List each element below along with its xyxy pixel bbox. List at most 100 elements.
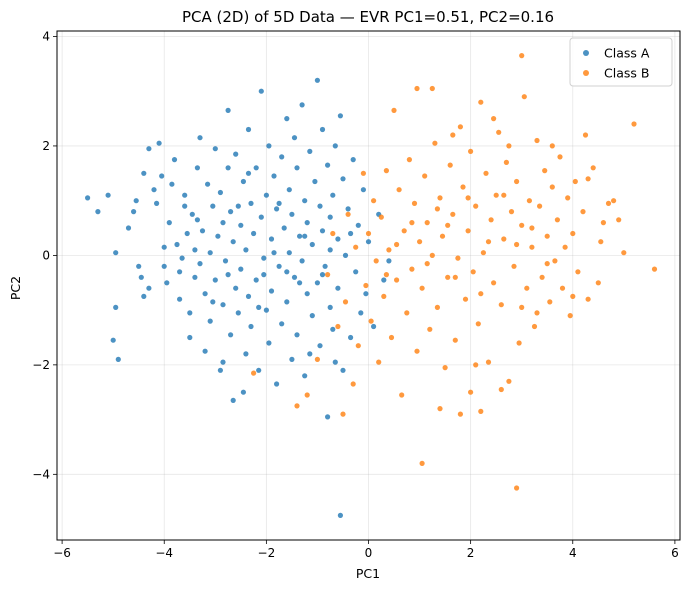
scatter-point <box>243 351 249 357</box>
scatter-point <box>177 296 183 302</box>
scatter-point <box>534 137 540 144</box>
scatter-point <box>445 222 451 228</box>
scatter-point <box>274 381 280 387</box>
scatter-point <box>314 356 320 362</box>
series-0 <box>85 77 392 519</box>
scatter-point <box>248 323 254 330</box>
scatter-point <box>450 211 456 217</box>
scatter-point <box>314 77 320 83</box>
scatter-point <box>304 392 310 398</box>
scatter-point <box>475 321 481 327</box>
scatter-point <box>235 203 241 209</box>
scatter-point <box>291 135 298 141</box>
scatter-point <box>256 367 262 373</box>
scatter-point <box>279 321 285 327</box>
scatter-point <box>342 299 349 305</box>
scatter-point <box>337 512 343 519</box>
scatter-point <box>429 252 435 258</box>
scatter-point <box>294 165 300 171</box>
scatter-point <box>570 293 576 299</box>
scatter-point <box>468 389 474 395</box>
scatter-point <box>238 266 244 272</box>
scatter-point <box>651 266 658 272</box>
scatter-point <box>327 214 333 220</box>
scatter-point <box>470 269 476 275</box>
scatter-point <box>519 304 525 310</box>
scatter-point <box>202 291 208 297</box>
scatter-point <box>465 195 471 201</box>
scatter-point <box>131 209 137 215</box>
scatter-point <box>552 258 558 264</box>
scatter-point <box>251 230 257 237</box>
scatter-point <box>452 274 458 280</box>
x-tick-label: −2 <box>258 546 276 560</box>
scatter-point <box>480 250 486 256</box>
scatter-point <box>455 255 461 261</box>
scatter-point <box>238 222 244 228</box>
scatter-point <box>508 209 515 215</box>
scatter-point <box>256 304 262 310</box>
scatter-point <box>411 200 418 206</box>
scatter-point <box>289 211 295 217</box>
scatter-point <box>595 280 601 286</box>
scatter-point <box>342 252 349 258</box>
scatter-point <box>210 203 216 209</box>
scatter-point <box>220 359 226 365</box>
scatter-point <box>207 250 213 256</box>
scatter-point <box>317 203 323 209</box>
scatter-point <box>340 411 346 417</box>
scatter-point <box>394 277 400 283</box>
scatter-point <box>409 220 415 226</box>
scatter-point <box>498 386 504 393</box>
scatter-point <box>245 126 252 133</box>
scatter-point <box>485 359 492 365</box>
scatter-point <box>363 282 369 289</box>
scatter-point <box>263 192 269 198</box>
scatter-point <box>386 247 392 253</box>
scatter-point <box>554 217 561 223</box>
scatter-point <box>161 263 167 269</box>
scatter-point <box>235 310 241 316</box>
scatter-point <box>220 220 226 226</box>
y-tick-label: −2 <box>32 358 50 372</box>
legend-box <box>569 37 673 87</box>
scatter-point <box>151 187 157 193</box>
scatter-point <box>330 230 336 237</box>
scatter-point <box>406 157 412 163</box>
scatter-point <box>113 250 119 256</box>
scatter-point <box>355 222 361 228</box>
scatter-point <box>365 230 372 237</box>
scatter-point <box>404 310 410 316</box>
scatter-point <box>519 222 525 228</box>
scatter-point <box>580 209 586 215</box>
scatter-point <box>391 107 397 113</box>
scatter-point <box>572 178 578 185</box>
scatter-point <box>141 170 147 176</box>
scatter-point <box>491 280 497 286</box>
scatter-point <box>521 94 527 100</box>
scatter-point <box>567 313 573 319</box>
scatter-point <box>424 261 430 267</box>
scatter-point <box>261 272 267 278</box>
scatter-point <box>113 304 119 310</box>
x-axis-ticks: −6 −4 −2 0 2 4 6 <box>53 540 679 560</box>
legend-marker <box>583 70 589 76</box>
scatter-point <box>194 165 200 171</box>
scatter-point <box>268 236 275 242</box>
scatter-point <box>212 277 218 283</box>
scatter-point <box>396 187 402 193</box>
scatter-point <box>243 247 249 253</box>
chart-title: PCA (2D) of 5D Data — EVR PC1=0.51, PC2=… <box>182 8 554 26</box>
scatter-point <box>319 126 326 133</box>
scatter-point <box>473 203 479 209</box>
scatter-point <box>302 373 308 379</box>
scatter-point <box>302 233 308 239</box>
scatter-point <box>251 370 257 376</box>
scatter-point <box>217 367 223 373</box>
scatter-point <box>248 200 254 206</box>
scatter-point <box>575 269 581 275</box>
scatter-point <box>192 247 198 253</box>
scatter-point <box>225 272 231 278</box>
scatter-point <box>174 241 180 248</box>
scatter-point <box>215 233 221 239</box>
